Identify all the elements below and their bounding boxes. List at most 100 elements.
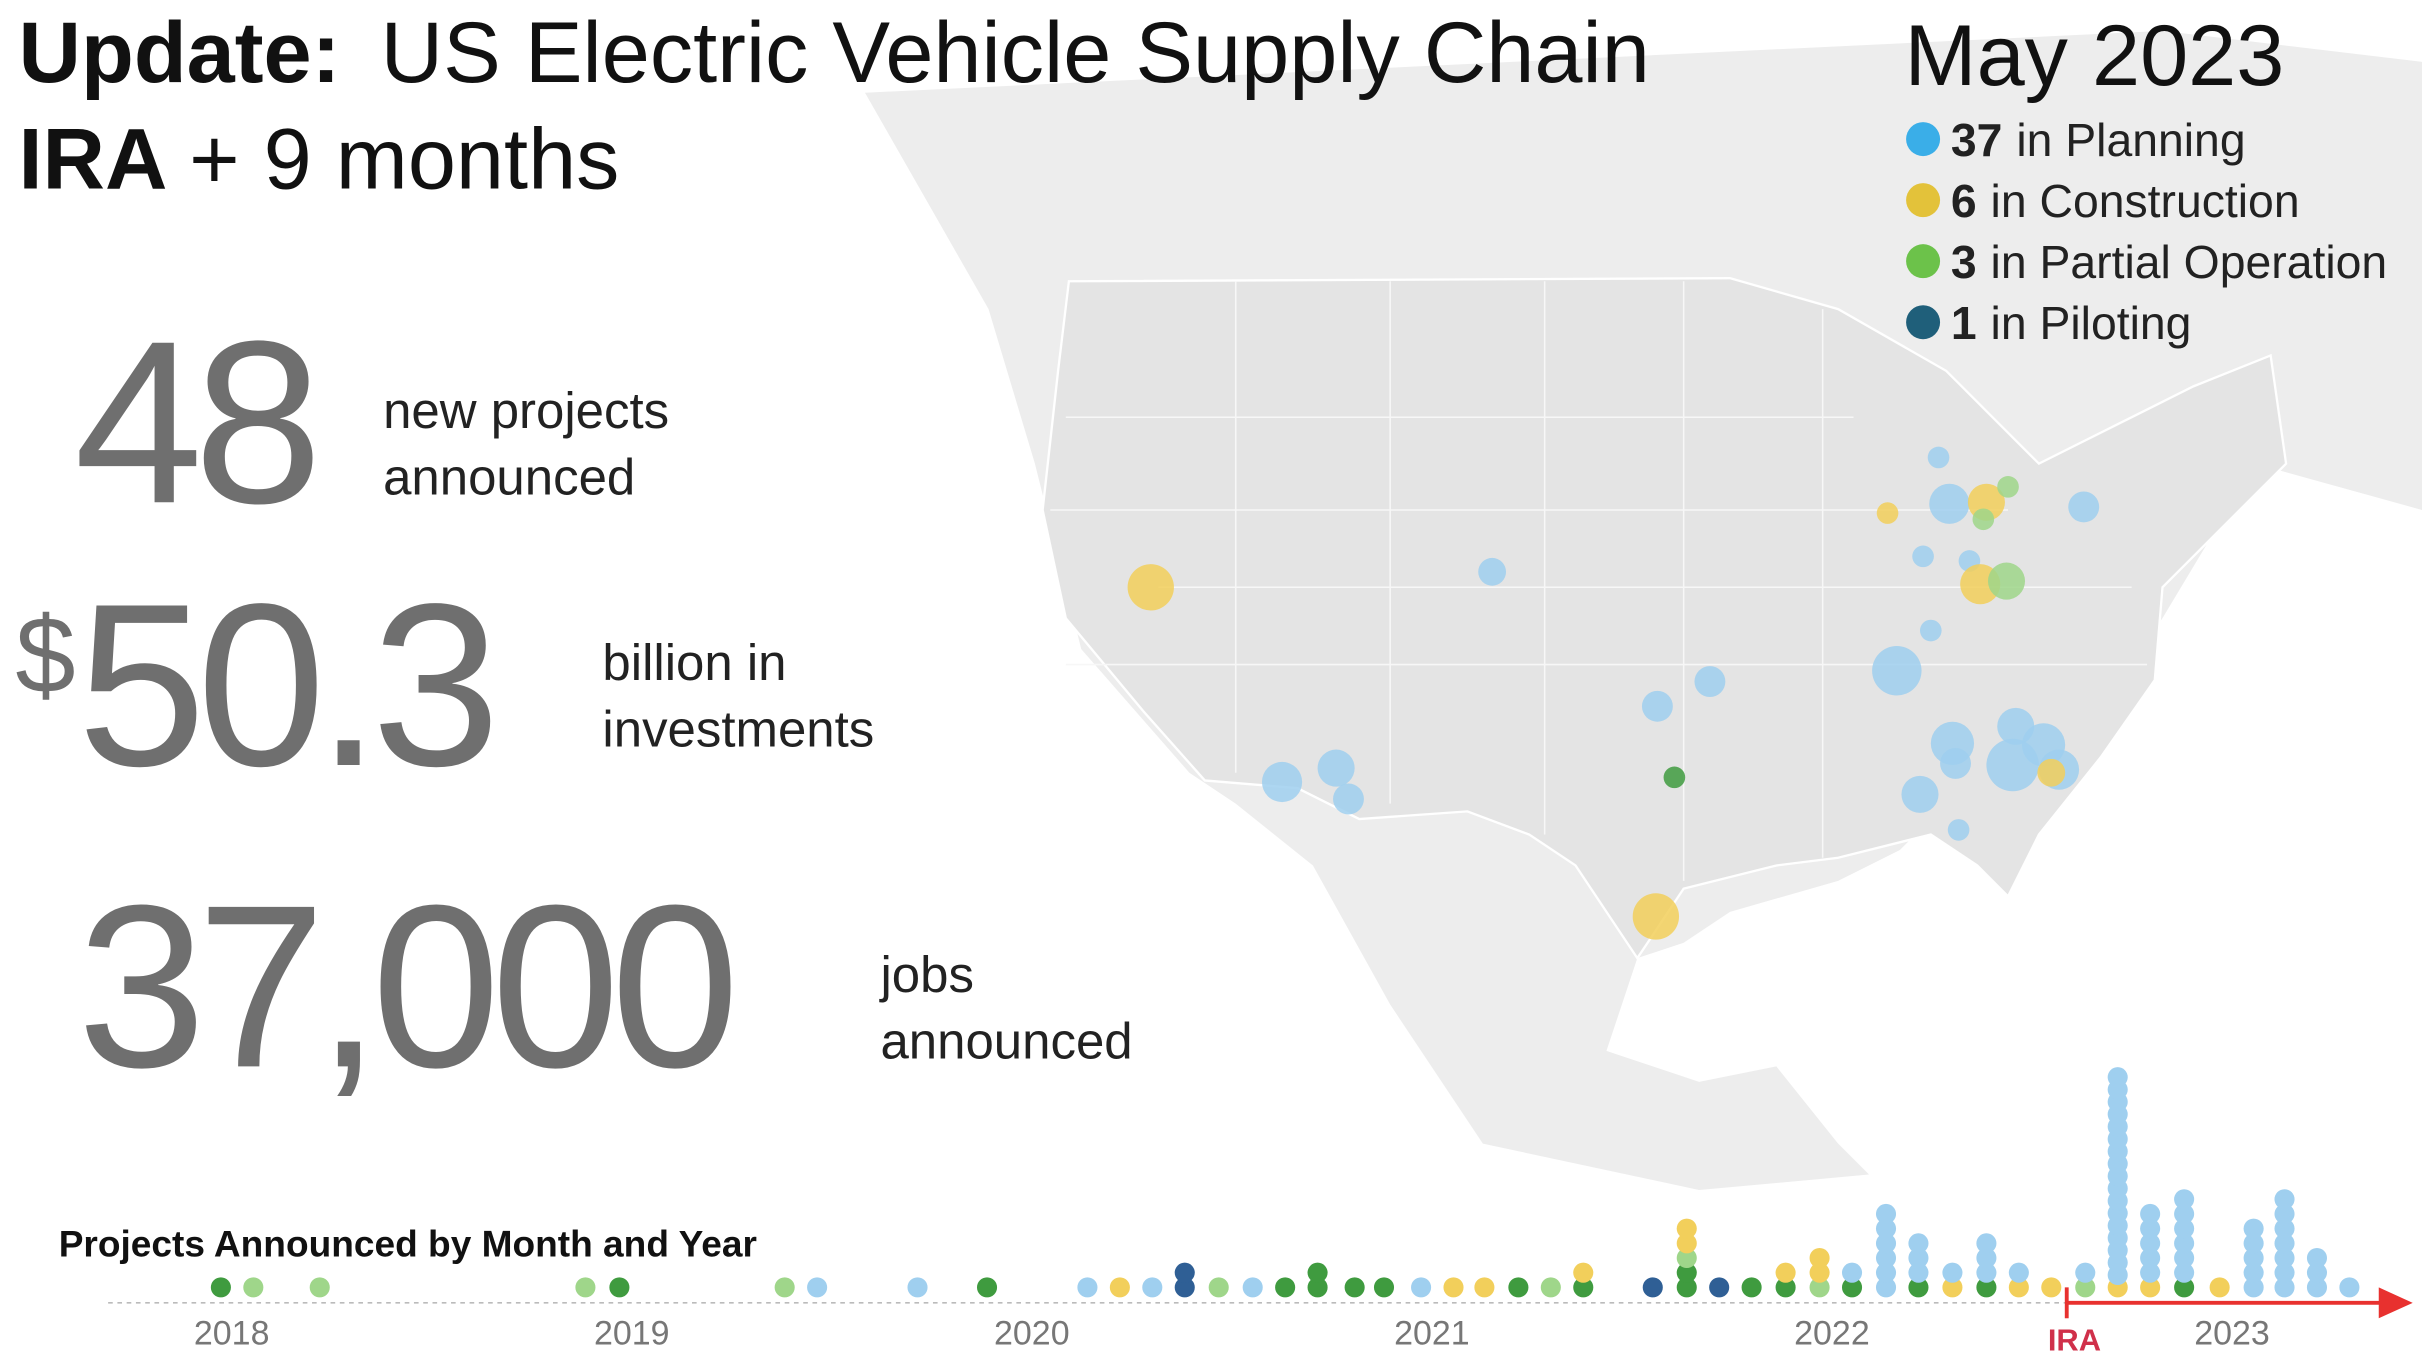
timeline-dot xyxy=(2339,1277,2360,1298)
project-dot xyxy=(1972,508,1995,531)
timeline-dot xyxy=(1741,1277,1762,1298)
timeline-dot xyxy=(2306,1277,2328,1298)
timeline-dot xyxy=(1709,1277,1730,1298)
title: Update: US Electric Vehicle Supply Chain xyxy=(19,5,1650,101)
year-label: 2020 xyxy=(994,1315,1070,1353)
timeline-dot xyxy=(1976,1233,1997,1254)
legend-count: 6 xyxy=(1951,175,1977,227)
timeline-dot xyxy=(2075,1277,2096,1298)
project-dot xyxy=(1127,564,1174,611)
project-dot xyxy=(1997,476,2019,498)
timeline-dot xyxy=(1942,1262,1963,1283)
subtitle-bold: IRA xyxy=(19,112,168,208)
timeline-dot xyxy=(1642,1277,1663,1298)
project-dot xyxy=(1940,748,1971,779)
timeline-dot xyxy=(1875,1277,1897,1298)
project-dot xyxy=(1872,646,1922,696)
year-label: 2021 xyxy=(1394,1315,1470,1353)
timeline-dot xyxy=(2075,1262,2096,1283)
project-dot xyxy=(1912,545,1934,568)
timeline-dot xyxy=(1573,1277,1594,1298)
timeline-dot xyxy=(1976,1247,1997,1269)
year-label: 2019 xyxy=(594,1315,670,1353)
timeline-dot xyxy=(2140,1262,2161,1283)
timeline-dot xyxy=(1676,1277,1697,1298)
project-dot xyxy=(1663,766,1686,789)
stat-prefix: $ xyxy=(15,594,75,715)
timeline-dot xyxy=(1208,1277,1229,1298)
legend-entry: 1 in Piloting xyxy=(1951,297,2192,349)
legend-swatch xyxy=(1906,305,1941,340)
legend-label: in Planning xyxy=(2016,114,2245,166)
timeline-dot xyxy=(2140,1233,2161,1254)
timeline-dot xyxy=(2274,1218,2295,1239)
stat-label: announced xyxy=(880,1013,1132,1070)
title-bold: Update: xyxy=(19,5,341,101)
timeline-dot xyxy=(2306,1262,2328,1283)
timeline-dot xyxy=(1809,1277,1830,1298)
timeline-dot xyxy=(774,1277,795,1298)
project-dot xyxy=(1478,557,1507,586)
timeline-dot xyxy=(2174,1247,2195,1269)
timeline-dot xyxy=(1142,1277,1163,1298)
legend-label: in Piloting xyxy=(1991,297,2192,349)
timeline-dot xyxy=(1908,1233,1929,1254)
timeline-dot xyxy=(2008,1277,2029,1298)
timeline-dot xyxy=(2174,1203,2195,1224)
ira-label: IRA xyxy=(2048,1323,2101,1358)
timeline-dot xyxy=(1908,1262,1929,1283)
timeline-dot xyxy=(1942,1277,1963,1298)
timeline-dot xyxy=(2174,1189,2195,1210)
stat-label: jobs xyxy=(878,946,973,1003)
timeline-dot xyxy=(2243,1233,2264,1254)
legend-swatch xyxy=(1906,244,1941,279)
timeline-dot xyxy=(1775,1262,1796,1283)
project-dot xyxy=(1261,761,1303,803)
timeline-dot xyxy=(1809,1247,1830,1269)
timeline-dot xyxy=(1875,1247,1897,1269)
legend-entry: 6 in Construction xyxy=(1951,175,2300,227)
timeline-dot xyxy=(1676,1218,1697,1239)
timeline-dot xyxy=(2174,1277,2195,1298)
project-dot xyxy=(1876,502,1899,524)
project-dot xyxy=(1641,690,1673,722)
timeline-dot xyxy=(2243,1247,2264,1269)
timeline-dot xyxy=(2174,1233,2195,1254)
project-dot xyxy=(1333,783,1364,815)
legend-label: in Partial Operation xyxy=(1991,236,2388,288)
project-dot xyxy=(1986,738,2039,792)
timeline-dot xyxy=(2107,1067,2128,1088)
legend-count: 37 xyxy=(1951,114,2003,166)
timeline-dot xyxy=(2274,1262,2295,1283)
timeline-dot xyxy=(2243,1277,2264,1298)
timeline-dot xyxy=(1976,1277,1997,1298)
arrow-head xyxy=(2378,1287,2413,1319)
year-label: 2022 xyxy=(1794,1315,1870,1353)
timeline-dot xyxy=(907,1277,928,1298)
timeline-dot xyxy=(2008,1262,2029,1283)
subtitle: IRA + 9 months xyxy=(19,112,620,208)
timeline-dot xyxy=(2274,1189,2295,1210)
timeline-dot xyxy=(2306,1247,2328,1269)
project-dot xyxy=(2068,491,2100,523)
timeline-dot xyxy=(309,1277,330,1298)
timeline-dot xyxy=(2140,1277,2161,1298)
stat-label: announced xyxy=(383,449,635,506)
stat-value: 50.3 xyxy=(77,556,491,815)
timeline-dot xyxy=(1976,1262,1997,1283)
timeline-dot xyxy=(1411,1277,1432,1298)
project-dot xyxy=(1919,619,1942,642)
stat-label: billion in xyxy=(602,634,786,691)
timeline-dot xyxy=(1077,1277,1098,1298)
year-label: 2018 xyxy=(194,1315,270,1353)
timeline-dot xyxy=(2041,1277,2062,1298)
timeline-dot xyxy=(243,1277,264,1298)
timeline-dot xyxy=(210,1277,231,1298)
project-dot xyxy=(1632,893,1680,940)
stat-value: 48 xyxy=(74,293,313,552)
timeline-dot xyxy=(1841,1277,1863,1298)
timeline-dot xyxy=(1307,1277,1328,1298)
project-dot xyxy=(1317,749,1355,787)
timeline-dot xyxy=(575,1277,596,1298)
